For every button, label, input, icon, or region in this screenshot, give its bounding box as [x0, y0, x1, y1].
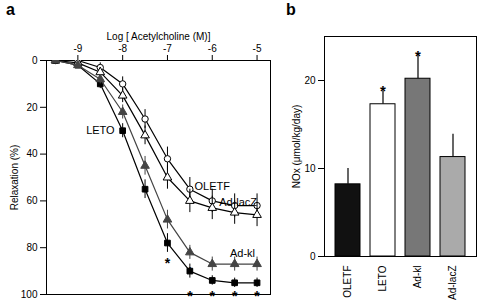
svg-text:100: 100: [21, 289, 38, 300]
svg-text:40: 40: [26, 148, 38, 159]
svg-text:Ad-kl: Ad-kl: [412, 266, 423, 289]
svg-text:*: *: [187, 288, 193, 304]
svg-text:-6: -6: [208, 43, 217, 54]
svg-text:Ad-lacZ: Ad-lacZ: [447, 266, 458, 300]
html-text:b: b: [286, 1, 296, 18]
svg-text:Relaxation (%): Relaxation (%): [9, 145, 20, 211]
svg-text:Ad-lacZ: Ad-lacZ: [219, 196, 257, 208]
svg-text:60: 60: [26, 195, 38, 206]
svg-text:*: *: [210, 288, 216, 304]
svg-text:*: *: [187, 264, 193, 280]
svg-text:OLETF: OLETF: [195, 180, 231, 192]
svg-text:-8: -8: [118, 43, 127, 54]
svg-text:OLETF: OLETF: [342, 266, 353, 298]
svg-text:10: 10: [304, 163, 316, 174]
svg-text:*: *: [165, 255, 171, 271]
svg-text:0: 0: [32, 55, 38, 66]
svg-text:-9: -9: [73, 43, 82, 54]
svg-text:0: 0: [310, 251, 316, 262]
svg-text:-7: -7: [163, 43, 172, 54]
svg-text:NOx (μmol/kg/day): NOx (μmol/kg/day): [291, 105, 302, 189]
svg-text:*: *: [415, 47, 421, 64]
svg-text:*: *: [232, 288, 238, 304]
svg-text:80: 80: [26, 242, 38, 253]
svg-text:Log [ Acetylcholine (M)]: Log [ Acetylcholine (M)]: [107, 31, 211, 42]
svg-text:-5: -5: [253, 43, 262, 54]
svg-text:*: *: [380, 82, 386, 99]
svg-text:LETO: LETO: [86, 124, 115, 136]
svg-text:20: 20: [304, 75, 316, 86]
svg-text:LETO: LETO: [377, 265, 388, 291]
svg-text:20: 20: [26, 102, 38, 113]
svg-text:*: *: [254, 288, 260, 304]
svg-text:Ad-kl: Ad-kl: [230, 247, 255, 259]
html-text:a: a: [6, 1, 15, 18]
